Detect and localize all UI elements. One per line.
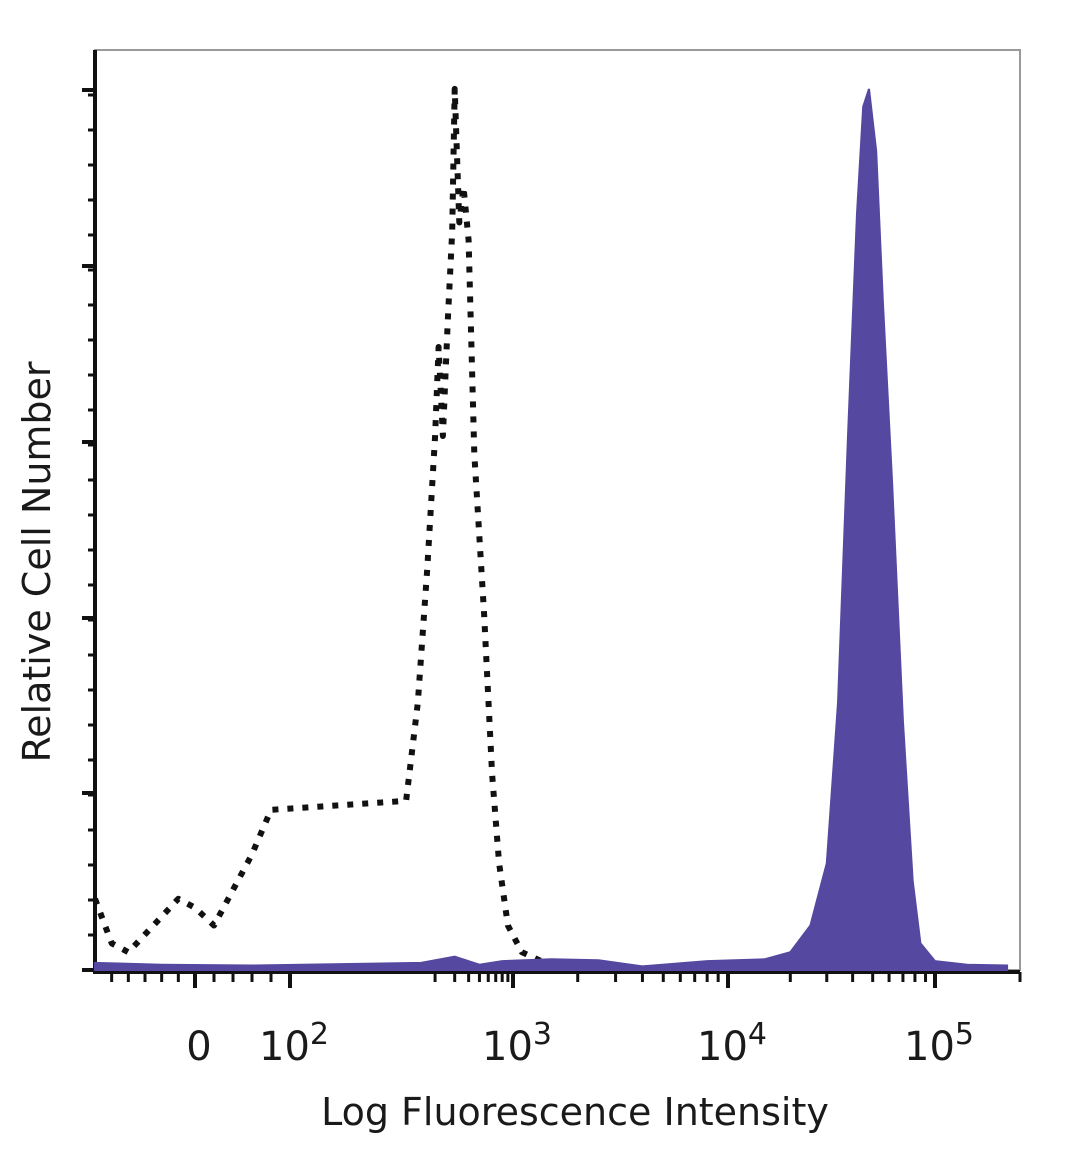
x-axis-ticks [110, 972, 1022, 988]
x-tick-label: 105 [904, 1017, 974, 1070]
filled-histogram-series [94, 88, 1009, 971]
x-tick-labels: 0 102 103 104 105 [186, 1017, 974, 1070]
x-tick-label: 104 [697, 1017, 767, 1070]
x-tick-label: 102 [259, 1017, 329, 1070]
series-layer [92, 85, 1009, 973]
dotted-histogram-series [92, 85, 579, 973]
x-axis-title: Log Fluorescence Intensity [321, 1090, 829, 1134]
x-tick-label: 0 [186, 1024, 211, 1070]
y-axis-title: Relative Cell Number [15, 361, 59, 762]
y-axis-ticks [82, 88, 95, 972]
x-tick-label: 103 [482, 1017, 552, 1070]
